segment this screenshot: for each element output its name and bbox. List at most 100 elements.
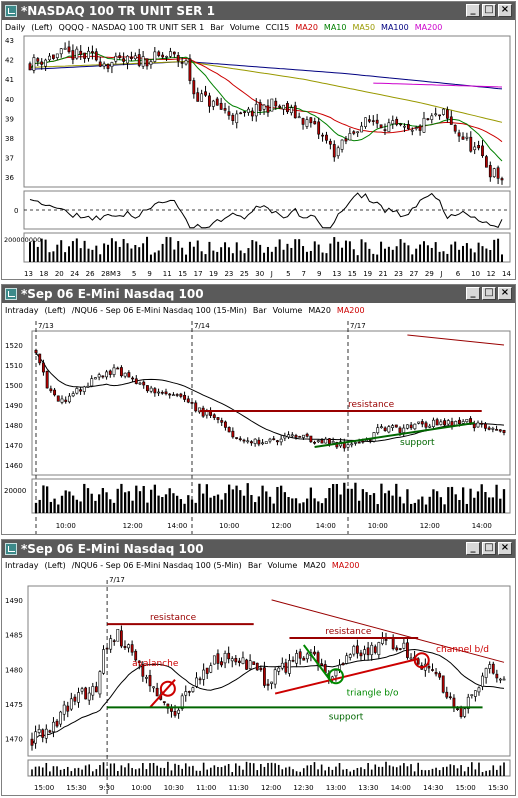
volume-bar xyxy=(353,769,355,776)
price-candle xyxy=(428,425,432,428)
price-candle xyxy=(377,642,381,655)
close-button[interactable]: × xyxy=(498,4,512,17)
window-titlebar[interactable]: *Sep 06 E-Mini Nasdaq 100 _ □ × xyxy=(2,285,515,303)
price-candle xyxy=(283,435,287,439)
price-candle xyxy=(41,729,45,738)
volume-bar xyxy=(335,766,337,776)
price-candle xyxy=(116,629,120,642)
volume-bar xyxy=(419,244,422,262)
price-candle xyxy=(249,441,253,444)
price-candle xyxy=(345,655,349,664)
price-candle xyxy=(293,105,297,119)
price-candle xyxy=(202,669,206,680)
maximize-button[interactable]: □ xyxy=(482,542,496,555)
price-candle xyxy=(275,440,279,443)
price-candle xyxy=(402,642,406,649)
volume-bar xyxy=(157,495,160,513)
price-candle xyxy=(279,438,283,443)
window-titlebar[interactable]: *Sep 06 E-Mini Nasdaq 100 _ □ × xyxy=(2,540,515,558)
minimize-button[interactable]: _ xyxy=(466,287,480,300)
volume-bar xyxy=(380,483,383,513)
volume-bar xyxy=(149,254,152,262)
volume-bar xyxy=(481,246,484,262)
chart-window-icon[interactable] xyxy=(5,5,17,17)
header-item: Volume xyxy=(267,561,298,570)
volume-bar xyxy=(403,763,405,776)
x-tick-label: 15:30 xyxy=(66,784,86,792)
volume-bar xyxy=(313,498,316,513)
price-candle xyxy=(416,658,420,665)
volume-bar xyxy=(120,483,123,513)
price-candle xyxy=(247,108,250,113)
y-tick-label: 39 xyxy=(5,115,14,123)
volume-bar xyxy=(415,248,418,262)
header-item: CCI15 xyxy=(265,23,290,32)
volume-bar xyxy=(399,239,402,262)
minimize-button[interactable]: _ xyxy=(466,542,480,555)
volume-bar xyxy=(309,487,313,513)
volume-bar xyxy=(130,248,133,262)
price-candle xyxy=(112,367,116,375)
price-candle xyxy=(255,662,259,671)
window-title: *NASDAQ 100 TR UNIT SER 1 xyxy=(21,4,215,18)
price-candle xyxy=(77,692,80,703)
price-candle xyxy=(302,657,306,661)
price-candle xyxy=(82,386,86,392)
price-candle xyxy=(261,442,265,445)
volume-bar xyxy=(29,242,31,262)
volume-bar xyxy=(91,249,94,262)
maximize-button[interactable]: □ xyxy=(482,4,496,17)
close-button[interactable]: × xyxy=(498,542,512,555)
volume-bar xyxy=(337,241,340,262)
chart-window-icon[interactable] xyxy=(5,543,17,555)
volume-bar xyxy=(64,252,67,262)
volume-bar xyxy=(263,252,266,262)
ma50-line xyxy=(29,60,503,123)
price-candle xyxy=(399,123,402,126)
price-candle xyxy=(409,424,413,429)
intraday-5min-chart[interactable]: 1470 1475 1480 1485 1490 7/17 resistance resist… xyxy=(2,572,516,796)
volume-bar xyxy=(294,498,298,513)
volume-bar xyxy=(306,765,309,776)
price-candle xyxy=(165,56,168,58)
rising-trendline xyxy=(274,657,419,695)
price-candle xyxy=(55,53,59,58)
price-candle xyxy=(215,98,219,106)
volume-bar xyxy=(131,500,134,513)
window-titlebar[interactable]: *NASDAQ 100 TR UNIT SER 1 _ □ × xyxy=(2,2,515,20)
price-candle xyxy=(223,653,227,664)
price-candle xyxy=(487,427,491,430)
volume-bar xyxy=(432,489,435,513)
volume-bar xyxy=(413,502,417,513)
volume-bar xyxy=(149,489,153,513)
price-candle xyxy=(220,661,223,666)
price-candle xyxy=(237,660,241,663)
price-candle xyxy=(197,407,201,413)
volume-bar xyxy=(369,494,372,513)
price-candle xyxy=(445,691,449,698)
volume-bar xyxy=(403,242,406,262)
volume-bar xyxy=(473,252,476,262)
y-tick-label: 1470 xyxy=(5,442,23,450)
price-candle xyxy=(278,105,282,108)
price-candle xyxy=(431,419,435,427)
chart-window-icon[interactable] xyxy=(5,288,17,300)
price-candle xyxy=(294,435,298,438)
intraday-15min-chart[interactable]: 1460 1470 1480 1490 1500 1510 1520 7/13 7/14 7/17… xyxy=(2,317,516,535)
minimize-button[interactable]: _ xyxy=(466,4,480,17)
volume-bar xyxy=(344,240,347,262)
volume-bar xyxy=(179,499,183,513)
maximize-button[interactable]: □ xyxy=(482,287,496,300)
volume-bar xyxy=(496,769,498,776)
volume-bar xyxy=(213,765,216,776)
price-candle xyxy=(492,168,496,177)
volume-bar xyxy=(95,245,98,262)
price-candle xyxy=(483,423,487,429)
x-tick-label: 21 xyxy=(379,270,388,278)
x-tick-label: 11 xyxy=(163,270,172,278)
close-button[interactable]: × xyxy=(498,287,512,300)
volume-bar xyxy=(175,495,179,513)
price-candle xyxy=(130,644,134,653)
price-candle xyxy=(346,444,350,448)
